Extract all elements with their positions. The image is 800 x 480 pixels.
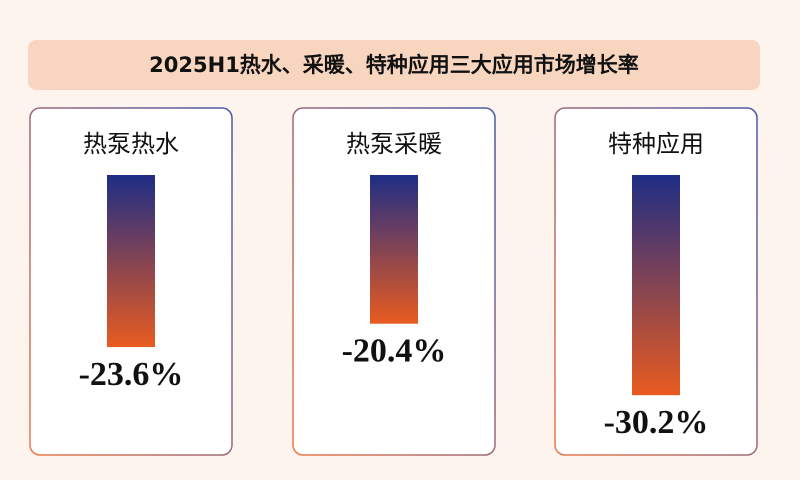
category-label: 特种应用 [608, 130, 704, 158]
category-label: 热泵热水 [83, 130, 179, 158]
bar [632, 175, 680, 396]
category-label: 热泵采暖 [346, 130, 442, 158]
value-label: -30.2% [604, 404, 709, 441]
value-label: -20.4% [342, 333, 447, 370]
chart-title: 2025H1热水、采暖、特种应用三大应用市场增长率 [149, 53, 639, 77]
value-label: -23.6% [79, 356, 184, 393]
title-bar [28, 40, 760, 90]
bar [370, 175, 418, 324]
bar [107, 175, 155, 348]
